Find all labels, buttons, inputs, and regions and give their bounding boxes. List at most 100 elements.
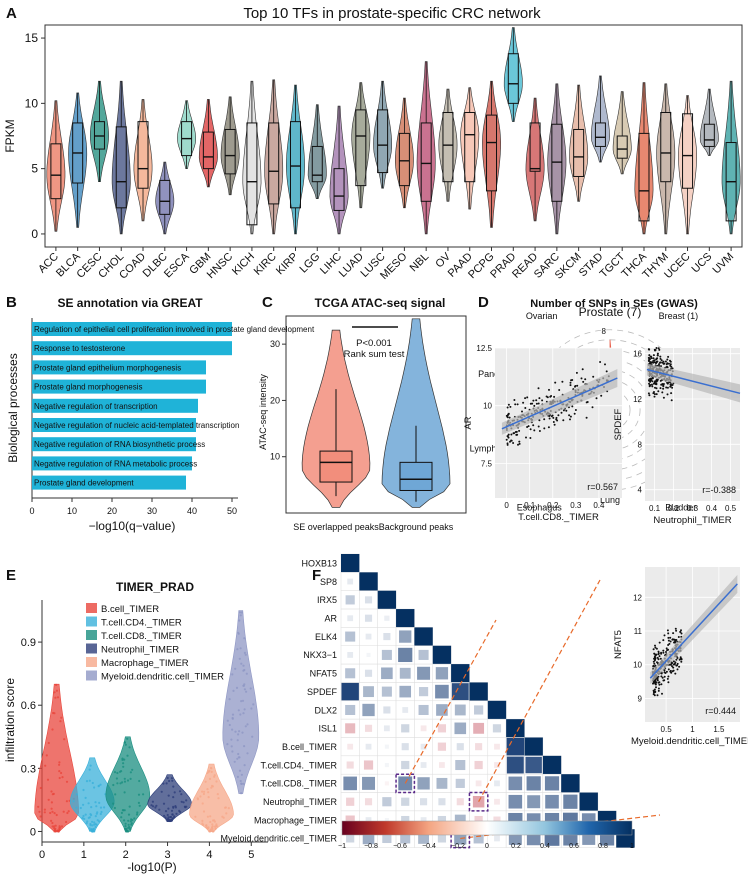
panel-e-point xyxy=(123,758,126,761)
panel-f-corr-square xyxy=(365,633,372,640)
panel-e-point xyxy=(119,782,122,785)
panel-f-corr-square xyxy=(365,743,372,750)
inset-point xyxy=(550,395,553,397)
inset-point xyxy=(667,681,670,684)
panel-e-point xyxy=(58,827,61,830)
panel-e-xtick-label: 3 xyxy=(164,849,170,861)
panel-e-point xyxy=(137,801,140,805)
panel-e-point xyxy=(112,783,115,787)
inset-point xyxy=(660,683,663,686)
inset-point xyxy=(653,393,656,396)
panel-b-bar xyxy=(32,341,232,356)
panel-f-corr-square xyxy=(542,755,562,775)
inset-xtick-label: 1 xyxy=(690,725,695,734)
panel-e-point xyxy=(209,815,212,818)
panel-f-corr-square xyxy=(347,652,354,658)
inset-point xyxy=(658,348,661,351)
panel-e-legend-swatch xyxy=(86,657,97,667)
inset-point xyxy=(676,668,679,671)
panel-f-corr-square xyxy=(474,760,483,770)
panel-e-point xyxy=(226,719,229,722)
inset-point xyxy=(518,429,521,432)
panel-e-point xyxy=(213,820,216,823)
inset-point xyxy=(573,412,576,415)
panel-e-point xyxy=(60,771,63,775)
colorbar-tick-label: −0.2 xyxy=(451,843,465,850)
panel-e-point xyxy=(180,800,183,803)
panel-e-point xyxy=(58,776,61,780)
panel-e-point xyxy=(93,823,96,826)
inset-correlation-label: r=0.444 xyxy=(705,706,736,716)
panel-f-corr-square xyxy=(454,814,466,826)
panel-e-point xyxy=(240,662,243,665)
inset-point xyxy=(674,639,677,641)
panel-f-corr-square xyxy=(506,719,525,738)
panel-f-corr-square xyxy=(347,615,354,622)
panel-e-point xyxy=(103,806,106,809)
inset-point xyxy=(659,361,662,364)
inset-ytick-label: 10 xyxy=(633,661,642,670)
panel-e-point xyxy=(211,823,214,826)
inset-point xyxy=(654,646,657,649)
inset-point xyxy=(670,384,672,387)
panel-f-row-label: T.cell.CD8._TIMER xyxy=(260,779,337,789)
panel-e-point xyxy=(85,780,89,783)
inset-trend-line xyxy=(646,368,741,395)
panel-e-point xyxy=(52,792,55,796)
panel-e-point xyxy=(95,805,98,808)
inset-point xyxy=(510,439,513,442)
panel-e-point xyxy=(99,783,102,786)
panel-f-row-label: NFAT5 xyxy=(310,669,337,679)
inset-point xyxy=(535,402,538,405)
inset-point xyxy=(537,425,540,428)
inset-point xyxy=(654,653,657,656)
inset-point xyxy=(665,647,668,650)
panel-f-corr-square xyxy=(472,795,485,808)
panel-e-point xyxy=(97,785,100,788)
panel-e-ytick-label: 0.9 xyxy=(21,637,36,649)
panel-d-axis-label: Bladder xyxy=(665,502,696,512)
panel-f-corr-square xyxy=(401,724,410,733)
panel-e-point xyxy=(91,781,94,785)
panel-c-frame xyxy=(285,315,467,514)
panel-f-row-label: Myeloid.dendritic.cell_TIMER xyxy=(220,834,337,844)
inset-point xyxy=(574,385,577,387)
panel-c-title: TCGA ATAC-seq signal xyxy=(315,296,446,310)
panel-f-corr-square xyxy=(417,666,431,680)
panel-f-corr-square xyxy=(345,815,355,825)
panel-e-point xyxy=(170,809,174,812)
panel-e-point xyxy=(96,811,99,814)
inset-point xyxy=(648,384,651,387)
panel-f-corr-square xyxy=(420,725,427,732)
panel-e-point xyxy=(243,668,246,672)
inset-point xyxy=(569,384,572,387)
inset-point xyxy=(669,363,672,366)
inset-point xyxy=(662,649,665,652)
panel-f-corr-square xyxy=(382,833,392,844)
inset-point xyxy=(665,651,667,653)
inset-point xyxy=(562,409,565,412)
inset-point xyxy=(659,379,662,382)
inset-xtick-label: 0.5 xyxy=(725,504,737,513)
inset-point xyxy=(553,423,556,426)
inset-point xyxy=(537,387,540,390)
panel-e-point xyxy=(124,743,127,746)
panel-e-point xyxy=(207,796,210,799)
inset-point xyxy=(654,380,657,383)
inset-point xyxy=(533,404,536,407)
panel-e-point xyxy=(231,717,234,720)
inset-point xyxy=(554,381,557,384)
panel-c-xtick-label: SE overlapped peaks xyxy=(293,522,379,532)
inset-point xyxy=(661,676,664,679)
panel-e-point xyxy=(164,816,167,819)
inset-point xyxy=(672,660,675,663)
panel-b-bar-label: Prostate gland epithelium morphogenesis xyxy=(34,363,181,372)
inset-point xyxy=(600,394,603,397)
panel-f-corr-square xyxy=(492,724,502,733)
inset-point xyxy=(509,405,512,408)
panel-f-corr-square xyxy=(474,705,484,715)
panel-f-corr-square xyxy=(381,667,393,680)
panel-e-point xyxy=(213,774,216,777)
inset-point xyxy=(671,386,674,389)
inset-point xyxy=(543,427,546,430)
